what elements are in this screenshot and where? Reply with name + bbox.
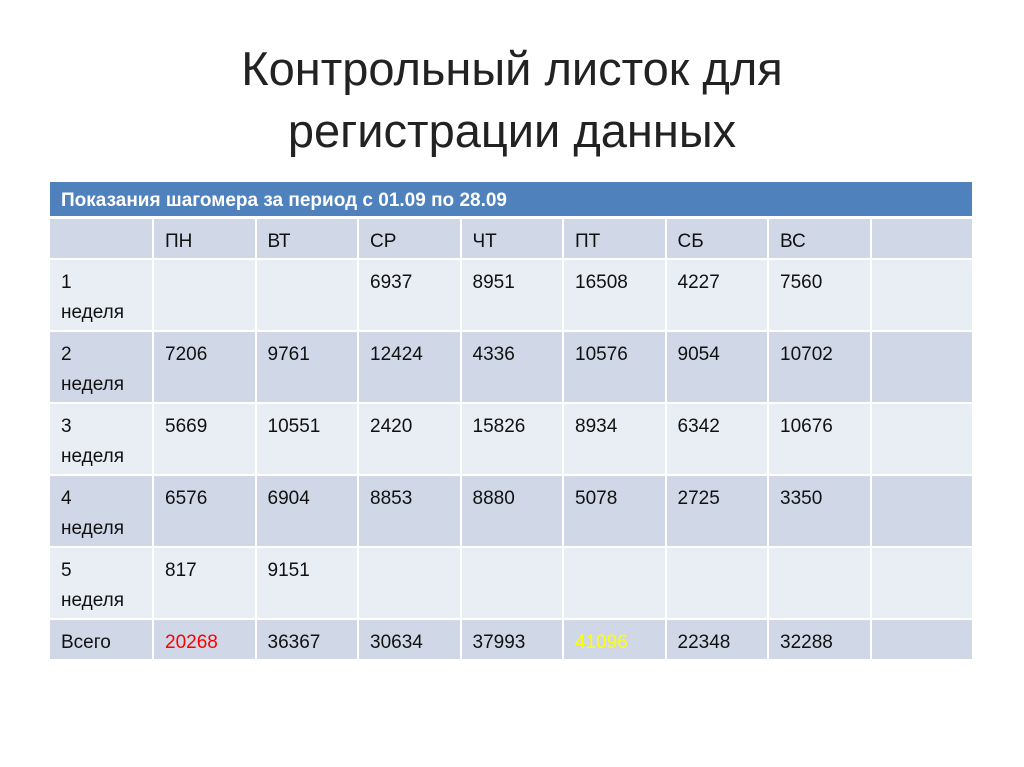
total-cell: 22348 xyxy=(664,618,769,661)
table-row: 4 неделя 6576 6904 8853 8880 5078 2725 3350 xyxy=(48,474,974,548)
step-count-cell xyxy=(254,258,359,332)
week-number: 5 xyxy=(61,560,72,581)
step-count-cell: 8853 xyxy=(357,474,462,548)
week-word: неделя xyxy=(61,446,125,467)
total-cell xyxy=(869,618,974,661)
week-label: 2 неделя xyxy=(48,330,154,404)
step-count-cell: 3350 xyxy=(767,474,872,548)
column-header: ЧТ xyxy=(459,216,564,260)
step-count-cell: 9151 xyxy=(254,546,359,620)
column-header xyxy=(869,216,974,260)
week-word: неделя xyxy=(61,518,125,539)
step-count-cell: 8934 xyxy=(562,402,667,476)
step-count-cell xyxy=(869,330,974,404)
column-header: ПТ xyxy=(562,216,667,260)
table-row: 2 неделя 7206 9761 12424 4336 10576 9054 10702 xyxy=(48,330,974,404)
step-count-cell xyxy=(869,258,974,332)
step-count-cell: 2725 xyxy=(664,474,769,548)
column-header: ВС xyxy=(767,216,872,260)
total-cell: 20268 xyxy=(152,618,257,661)
step-count-cell: 15826 xyxy=(459,402,564,476)
step-count-cell: 6576 xyxy=(152,474,257,548)
step-count-cell: 12424 xyxy=(357,330,462,404)
total-row: Всего 20268 36367 30634 37993 41096 22348 32288 xyxy=(48,618,974,661)
step-count-cell: 10576 xyxy=(562,330,667,404)
step-count-cell: 9761 xyxy=(254,330,359,404)
step-count-cell: 8951 xyxy=(459,258,564,332)
step-count-cell xyxy=(869,474,974,548)
total-cell: 30634 xyxy=(357,618,462,661)
table-row: 5 неделя 817 9151 xyxy=(48,546,974,620)
total-label: Всего xyxy=(48,618,154,661)
step-count-cell: 8880 xyxy=(459,474,564,548)
column-header: ПН xyxy=(152,216,257,260)
step-count-cell: 4336 xyxy=(459,330,564,404)
step-count-cell: 10702 xyxy=(767,330,872,404)
week-label: 3 неделя xyxy=(48,402,154,476)
step-count-cell: 7560 xyxy=(767,258,872,332)
step-count-cell xyxy=(357,546,462,620)
slide-title: Контрольный листок для регистрации данны… xyxy=(0,38,1024,162)
week-word: неделя xyxy=(61,302,125,323)
step-count-cell: 6342 xyxy=(664,402,769,476)
step-count-cell xyxy=(869,546,974,620)
step-count-cell: 6937 xyxy=(357,258,462,332)
week-label: 1 неделя xyxy=(48,258,154,332)
column-header: ВТ xyxy=(254,216,359,260)
step-count-cell xyxy=(869,402,974,476)
step-count-cell: 5669 xyxy=(152,402,257,476)
step-count-cell: 6904 xyxy=(254,474,359,548)
week-word: неделя xyxy=(61,374,125,395)
step-count-cell xyxy=(152,258,257,332)
table-row: 1 неделя 6937 8951 16508 4227 7560 xyxy=(48,258,974,332)
column-header xyxy=(48,216,154,260)
step-count-cell: 2420 xyxy=(357,402,462,476)
slide-title-line-1: Контрольный листок для xyxy=(241,42,783,95)
step-count-cell xyxy=(459,546,564,620)
week-number: 4 xyxy=(61,488,72,509)
week-number: 2 xyxy=(61,344,72,365)
column-header: СБ xyxy=(664,216,769,260)
step-count-cell: 5078 xyxy=(562,474,667,548)
step-count-cell xyxy=(767,546,872,620)
total-cell: 41096 xyxy=(562,618,667,661)
step-count-cell xyxy=(664,546,769,620)
column-header: СР xyxy=(357,216,462,260)
pedometer-table: Показания шагомера за период с 01.09 по … xyxy=(48,180,974,661)
total-cell: 37993 xyxy=(459,618,564,661)
slide-title-line-2: регистрации данных xyxy=(287,104,737,157)
step-count-cell: 10676 xyxy=(767,402,872,476)
table-row: 3 неделя 5669 10551 2420 15826 8934 6342 10676 xyxy=(48,402,974,476)
step-count-cell: 4227 xyxy=(664,258,769,332)
week-word: неделя xyxy=(61,590,125,611)
total-cell: 36367 xyxy=(254,618,359,661)
day-header-row: ПН ВТ СР ЧТ ПТ СБ ВС xyxy=(48,216,974,260)
step-count-cell: 9054 xyxy=(664,330,769,404)
week-number: 1 xyxy=(61,272,72,293)
week-label: 5 неделя xyxy=(48,546,154,620)
step-count-cell: 817 xyxy=(152,546,257,620)
week-label: 4 неделя xyxy=(48,474,154,548)
week-number: 3 xyxy=(61,416,72,437)
step-count-cell xyxy=(562,546,667,620)
table-caption: Показания шагомера за период с 01.09 по … xyxy=(48,180,974,219)
total-cell: 32288 xyxy=(767,618,872,661)
step-count-cell: 16508 xyxy=(562,258,667,332)
step-count-cell: 7206 xyxy=(152,330,257,404)
step-count-cell: 10551 xyxy=(254,402,359,476)
